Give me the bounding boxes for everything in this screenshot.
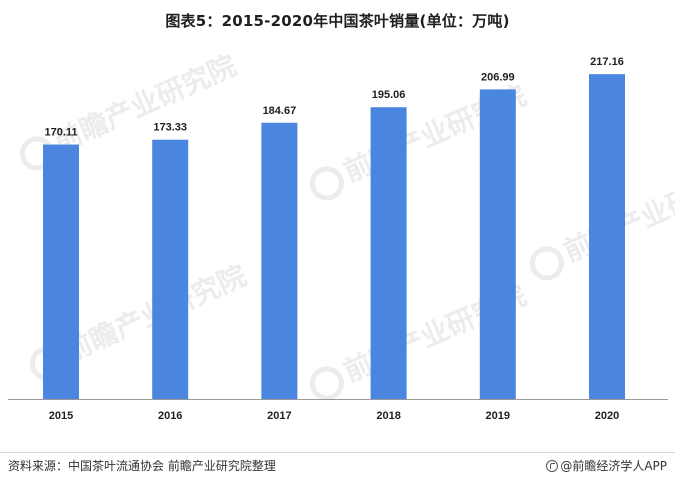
bar-2015 <box>43 144 79 399</box>
data-label-2018: 195.06 <box>372 89 406 101</box>
brand-credit: @前瞻经济学人APP <box>546 457 667 474</box>
bar-2017 <box>261 122 298 399</box>
bar-2020 <box>589 74 625 400</box>
data-label-2016: 173.33 <box>153 122 187 134</box>
x-tick-label-2016: 2016 <box>158 410 182 422</box>
bar-2018 <box>370 107 407 399</box>
data-label-2019: 206.99 <box>481 71 515 83</box>
data-label-2020: 217.16 <box>590 56 624 68</box>
bar-2016 <box>152 139 189 399</box>
brand-credit-text: @前瞻经济学人APP <box>560 459 667 473</box>
x-tick-label-2019: 2019 <box>486 410 510 422</box>
data-label-2017: 184.67 <box>263 105 297 117</box>
bar-chart: 170.11 2015 173.33 2016 184.67 2017 195.06 2018… <box>8 56 668 422</box>
bar-2019 <box>479 89 516 400</box>
data-label-2015: 170.11 <box>44 127 77 139</box>
source-note: 资料来源：中国茶叶流通协会 前瞻产业研究院整理 <box>8 459 276 473</box>
chart-title: 图表5：2015-2020年中国茶叶销量(单位：万吨) <box>165 12 510 30</box>
x-tick-label-2018: 2018 <box>376 410 400 422</box>
footer-divider <box>0 452 675 453</box>
x-tick-label-2017: 2017 <box>267 410 291 422</box>
x-tick-label-2020: 2020 <box>595 410 619 422</box>
x-tick-label-2015: 2015 <box>49 410 73 422</box>
brand-logo-icon <box>546 460 559 472</box>
